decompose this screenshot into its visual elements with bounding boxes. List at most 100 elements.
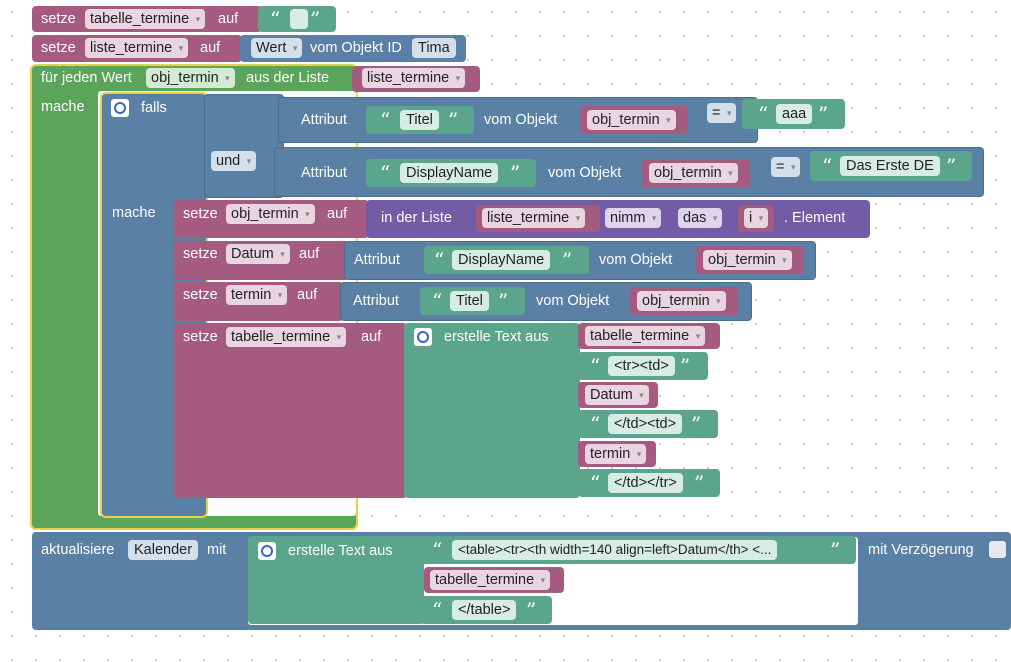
vom-objekt-label: vom Objekt [536,293,610,309]
var-dropdown-obj-termin[interactable]: obj_termin [587,110,676,130]
var-dropdown-tabelle-termine[interactable]: tabelle_termine [226,327,347,347]
setze-label: setze [183,206,218,222]
attribut-label: Attribut [354,252,400,268]
setze-label: setze [183,287,218,303]
logic-and-block[interactable]: und [204,94,284,198]
var-dropdown-datum[interactable]: Datum [226,244,290,264]
quote-open-icon: “ [432,598,443,622]
delay-checkbox[interactable] [989,541,1006,558]
logic-operator-dropdown-und[interactable]: und [211,151,257,171]
get-termin-block[interactable]: termin [578,441,656,467]
get-obj-termin-block[interactable]: obj_termin [696,246,804,274]
mit-verzoegerung-label: mit Verzögerung [868,542,974,558]
setze-label: setze [183,329,218,345]
text-field-tr-td[interactable]: <tr><td> [608,356,675,376]
get-tabelle-termine-block[interactable]: tabelle_termine [578,323,720,349]
text-field-td-tr[interactable]: </td></tr> [608,473,683,493]
var-dropdown-liste-termine[interactable]: liste_termine [362,68,466,88]
var-dropdown-obj-termin[interactable]: obj_termin [703,250,792,270]
auf-label: auf [297,287,318,303]
var-dropdown-datum[interactable]: Datum [585,385,649,405]
attribut-label: Attribut [301,112,347,128]
attribute-dropdown-wert[interactable]: Wert [251,38,303,58]
var-dropdown-tabelle-termine[interactable]: tabelle_termine [585,326,706,346]
set-tabelle-termine-block[interactable]: setze tabelle_termine auf [173,323,407,498]
set-datum-block[interactable]: setze Datum auf [173,241,349,280]
text-block-tr-td[interactable]: “ <tr><td> ” [578,352,708,380]
var-dropdown-liste-termine[interactable]: liste_termine [85,38,189,58]
var-dropdown-obj-termin[interactable]: obj_termin [649,163,738,183]
set-obj-termin-block[interactable]: setze obj_termin auf [173,200,369,238]
text-field-das-erste[interactable]: Das Erste DE [840,156,940,176]
text-join-block[interactable]: erstelle Text aus [248,536,424,624]
get-value-by-id-block[interactable]: Wert vom Objekt ID Tima [240,35,466,62]
empty-text-block[interactable]: “ ” [258,6,336,32]
text-block-displayname[interactable]: “ DisplayName ” [366,159,536,187]
compare-operator-dropdown[interactable]: = [707,103,737,123]
get-liste-termine-block[interactable]: liste_termine [352,66,480,92]
compare-operator-dropdown[interactable]: = [771,157,801,177]
get-obj-termin-block[interactable]: obj_termin [642,159,750,187]
text-block-titel[interactable]: “ Titel ” [420,287,525,315]
get-obj-termin-block[interactable]: obj_termin [630,287,738,315]
set-liste-termine-block[interactable]: setze liste_termine auf [32,35,242,62]
text-block-td-td[interactable]: “ </td><td> ” [578,410,718,438]
quote-close-icon: ” [680,354,691,378]
gear-icon[interactable] [111,99,129,117]
var-dropdown-tabelle-termine[interactable]: tabelle_termine [430,570,551,590]
get-obj-termin-block[interactable]: obj_termin [580,106,688,134]
var-dropdown-liste-termine[interactable]: liste_termine [482,208,586,228]
set-termin-block[interactable]: setze termin auf [173,282,343,321]
var-dropdown-tabelle-termine[interactable]: tabelle_termine [85,9,206,29]
set-tabelle-termine-block[interactable]: setze tabelle_termine auf [32,6,262,32]
auf-label: auf [299,246,320,262]
list-get-block[interactable]: in der Liste nimm das . Element [366,200,870,238]
quote-open-icon: “ [432,538,443,562]
get-tabelle-termine-block[interactable]: tabelle_termine [424,567,564,593]
text-field-titel[interactable]: Titel [400,110,439,130]
quote-close-icon: ” [830,538,841,562]
var-dropdown-termin[interactable]: termin [585,444,647,464]
object-field-kalender[interactable]: Kalender [128,540,199,560]
quote-close-icon: ” [510,161,521,185]
get-datum-block[interactable]: Datum [578,382,658,408]
loop-var-dropdown-obj-termin[interactable]: obj_termin [146,68,235,88]
get-i-block[interactable]: i [738,205,774,232]
text-field-aaa[interactable]: aaa [776,104,813,124]
text-join-block[interactable]: erstelle Text aus [404,323,580,498]
gear-icon[interactable] [414,328,432,346]
quote-open-icon: “ [380,108,391,132]
object-id-field[interactable]: Tima [412,38,456,58]
text-block-table-end[interactable]: “ </table> ” [420,596,552,624]
text-field-td-td[interactable]: </td><td> [608,414,683,434]
erstelle-text-aus-label: erstelle Text aus [444,329,549,345]
var-dropdown-i[interactable]: i [744,208,769,228]
vom-objekt-label: vom Objekt [599,252,673,268]
text-field-displayname[interactable]: DisplayName [400,163,499,183]
text-block-aaa[interactable]: “ aaa ” [742,99,845,129]
var-dropdown-termin[interactable]: termin [226,285,288,305]
text-block-titel[interactable]: “ Titel ” [366,106,474,134]
quote-close-icon: ” [498,289,509,313]
vom-objekt-id-label: vom Objekt ID [310,40,402,56]
text-block-displayname[interactable]: “ DisplayName ” [424,246,589,274]
var-dropdown-obj-termin[interactable]: obj_termin [226,204,315,224]
empty-text-field[interactable] [290,9,308,29]
list-mode-dropdown-nimm[interactable]: nimm [605,208,662,228]
gear-icon[interactable] [258,542,276,560]
vom-objekt-label: vom Objekt [548,165,622,181]
list-where-dropdown-das[interactable]: das [678,208,723,228]
text-field-table-head[interactable]: <table><tr><th width=140 align=left>Datu… [452,540,778,560]
var-dropdown-obj-termin[interactable]: obj_termin [637,291,726,311]
text-field-displayname[interactable]: DisplayName [452,250,551,270]
get-liste-termine-block[interactable]: liste_termine [476,205,600,232]
element-label: . Element [784,210,846,226]
in-der-liste-label: in der Liste [381,210,452,226]
text-block-das-erste[interactable]: “ Das Erste DE ” [810,151,972,181]
text-field-table-end[interactable]: </table> [452,600,517,620]
text-block-td-tr[interactable]: “ </td></tr> ” [578,469,720,497]
quote-open-icon: “ [590,354,601,378]
quote-open-icon: “ [432,289,443,313]
text-block-table-head[interactable]: “ <table><tr><th width=140 align=left>Da… [420,536,856,564]
text-field-titel[interactable]: Titel [450,291,489,311]
